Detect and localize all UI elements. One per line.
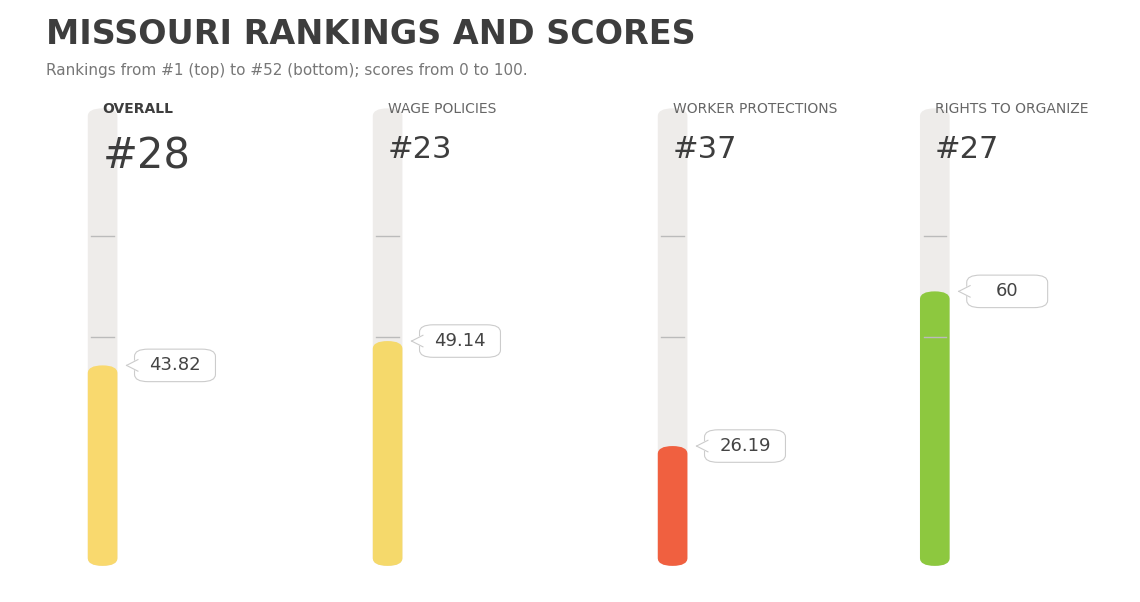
Text: 26.19: 26.19: [719, 437, 771, 455]
Text: 49.14: 49.14: [434, 332, 486, 350]
FancyBboxPatch shape: [373, 108, 402, 566]
FancyBboxPatch shape: [705, 430, 785, 462]
FancyBboxPatch shape: [88, 365, 117, 566]
FancyBboxPatch shape: [420, 325, 500, 358]
FancyBboxPatch shape: [373, 341, 402, 566]
Polygon shape: [412, 335, 423, 347]
Text: #23: #23: [388, 135, 453, 164]
Text: WORKER PROTECTIONS: WORKER PROTECTIONS: [673, 102, 837, 116]
FancyBboxPatch shape: [658, 108, 687, 566]
FancyBboxPatch shape: [920, 291, 950, 566]
Text: MISSOURI RANKINGS AND SCORES: MISSOURI RANKINGS AND SCORES: [46, 18, 695, 51]
Text: Rankings from #1 (top) to #52 (bottom); scores from 0 to 100.: Rankings from #1 (top) to #52 (bottom); …: [46, 63, 527, 78]
Text: 43.82: 43.82: [149, 356, 201, 374]
FancyBboxPatch shape: [88, 108, 117, 566]
Text: #37: #37: [673, 135, 738, 164]
Text: 60: 60: [996, 282, 1018, 300]
Text: #28: #28: [103, 135, 190, 178]
Text: OVERALL: OVERALL: [103, 102, 173, 116]
Polygon shape: [127, 359, 138, 371]
Text: #27: #27: [935, 135, 999, 164]
Polygon shape: [959, 285, 970, 297]
FancyBboxPatch shape: [135, 349, 215, 382]
FancyBboxPatch shape: [967, 275, 1048, 308]
Polygon shape: [697, 440, 708, 452]
FancyBboxPatch shape: [658, 446, 687, 566]
FancyBboxPatch shape: [920, 108, 950, 566]
Text: WAGE POLICIES: WAGE POLICIES: [388, 102, 496, 116]
Text: RIGHTS TO ORGANIZE: RIGHTS TO ORGANIZE: [935, 102, 1089, 116]
